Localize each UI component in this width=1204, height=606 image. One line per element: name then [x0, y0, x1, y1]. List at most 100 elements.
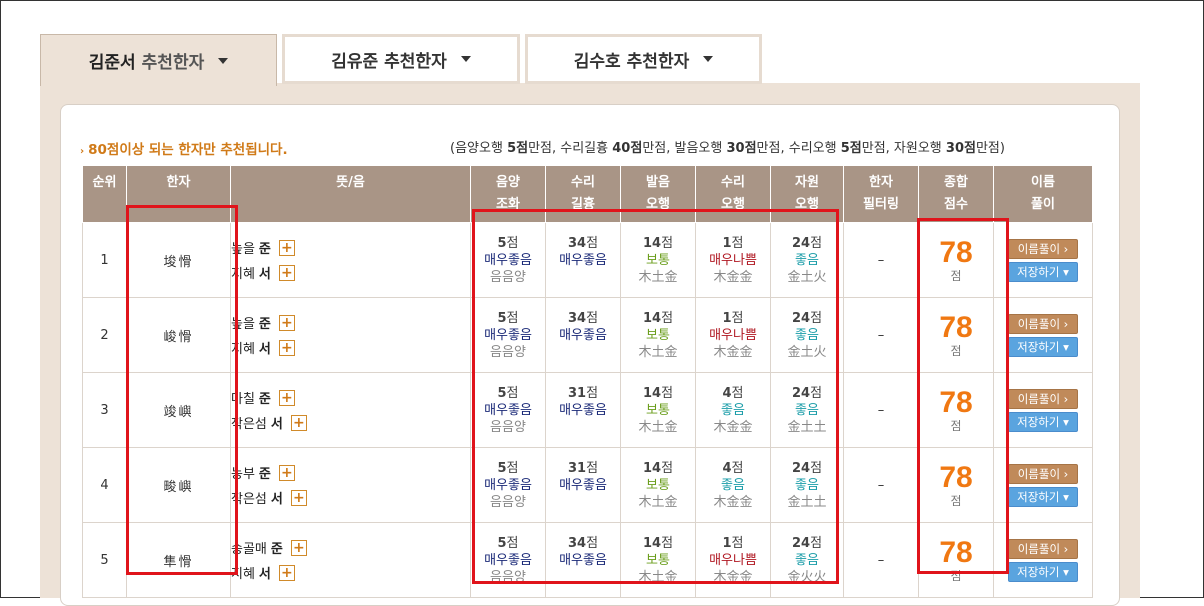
tab-kim-junseo[interactable]: 김준서 추천한자: [40, 34, 277, 86]
header-jawon-ohaeng: 자원 오행: [770, 166, 844, 223]
scoring-points: 30점: [945, 141, 976, 156]
grade-text: 매우좋음: [559, 402, 607, 418]
header-suri-gilhyung: 수리 길흉: [545, 166, 621, 223]
total-score: 78: [939, 236, 973, 269]
rank-value: 1: [100, 252, 109, 268]
grade-text: 보통: [646, 552, 670, 568]
tab-suffix: 추천한자: [384, 51, 447, 72]
suri-cell: 34점 매우좋음: [545, 522, 621, 598]
score-unit: 점: [950, 419, 962, 433]
sub-text: 음음양: [490, 344, 526, 360]
scoring-label: 자원오행: [893, 141, 946, 156]
suri-cell: 34점 매우좋음: [545, 222, 621, 298]
plus-icon[interactable]: +: [290, 414, 307, 431]
meaning-cell: 높을 준 + 지혜 서 +: [230, 222, 471, 298]
table-row: 1 埈愲 높을 준 + 지혜 서 + 5점 매우좋음 음음양 34점 매우좋음 14점 …: [82, 222, 1093, 298]
plus-icon[interactable]: +: [278, 464, 295, 481]
sub-text: 木土金: [638, 419, 678, 435]
sub-text: 木土金: [638, 494, 678, 510]
score-unit: 점: [950, 269, 962, 283]
meaning-line: 지혜 서 +: [231, 560, 470, 585]
header-total-score: 종합 점수: [918, 166, 994, 223]
table-header-row: 순위 한자 뜻/음 음양 조화 수리 길흉 발음 오행 수리 오행 자원 오행 한자 필터링…: [82, 166, 1093, 223]
meaning-line: 농부 준 +: [231, 460, 470, 485]
tab-kim-suho[interactable]: 김수호 추천한자: [525, 34, 762, 84]
rank-value: 2: [100, 327, 109, 343]
scoring-rest: 만점): [975, 141, 1005, 156]
header-rank: 순위: [82, 166, 127, 223]
hanja-cell: 竣嶼: [126, 372, 231, 448]
hanja-characters: 峻愲: [163, 329, 194, 345]
grade-text: 보통: [646, 327, 670, 343]
meaning-line: 마칠 준 +: [231, 385, 470, 410]
suri-ohaeng-cell: 4점 좋음 木金金: [695, 447, 771, 523]
actions-cell: 이름풀이 › 저장하기 ▾: [993, 372, 1093, 448]
header-baleum-ohaeng: 발음 오행: [620, 166, 696, 223]
suri-cell: 31점 매우좋음: [545, 372, 621, 448]
meaning-line: 지혜 서 +: [231, 260, 470, 285]
meaning-text: 농부 준: [231, 467, 271, 482]
hanja-cell: 峻愲: [126, 297, 231, 373]
filter-value: –: [877, 477, 885, 493]
chevron-down-icon: [703, 56, 714, 62]
header-suri-ohaeng: 수리 오행: [695, 166, 771, 223]
total-score: 78: [939, 461, 973, 494]
meaning-text: 마칠 준: [231, 392, 271, 407]
filter-cell: –: [843, 222, 919, 298]
sub-text: 木金金: [713, 269, 753, 285]
name-interpret-button[interactable]: 이름풀이 ›: [1008, 538, 1078, 559]
save-button[interactable]: 저장하기 ▾: [1008, 561, 1078, 582]
save-button[interactable]: 저장하기 ▾: [1008, 411, 1078, 432]
name-interpret-button[interactable]: 이름풀이 ›: [1008, 388, 1078, 409]
jawon-cell: 24점 좋음 金土土: [770, 372, 844, 448]
filter-cell: –: [843, 372, 919, 448]
grade-text: 매우나쁨: [709, 252, 757, 268]
name-interpret-button[interactable]: 이름풀이 ›: [1008, 238, 1078, 259]
meaning-text: 지혜 서: [231, 567, 271, 582]
header-eumyang: 음양 조화: [470, 166, 546, 223]
plus-icon[interactable]: +: [278, 564, 295, 581]
plus-icon[interactable]: +: [278, 264, 295, 281]
meaning-line: 송골매 준 +: [231, 535, 470, 560]
eumyang-cell: 5점 매우좋음 음음양: [470, 522, 546, 598]
scoring-label: 음양오행: [455, 141, 508, 156]
plus-icon[interactable]: +: [290, 489, 307, 506]
sub-text: 木土金: [638, 344, 678, 360]
grade-text: 좋음: [795, 552, 819, 568]
filter-cell: –: [843, 447, 919, 523]
sub-text: 木土金: [638, 269, 678, 285]
plus-icon[interactable]: +: [278, 339, 295, 356]
save-button[interactable]: 저장하기 ▾: [1008, 261, 1078, 282]
total-cell: 78 점: [918, 522, 994, 598]
grade-text: 매우좋음: [559, 552, 607, 568]
plus-icon[interactable]: +: [290, 539, 307, 556]
filter-value: –: [877, 327, 885, 343]
scoring-rest: 만점,: [756, 141, 789, 156]
tab-kim-yujun[interactable]: 김유준 추천한자: [282, 34, 520, 84]
suri-cell: 34점 매우좋음: [545, 297, 621, 373]
sub-text: 木金金: [713, 494, 753, 510]
rank-cell: 5: [82, 522, 127, 598]
plus-icon[interactable]: +: [278, 239, 295, 256]
hanja-cell: 埈愲: [126, 222, 231, 298]
save-button[interactable]: 저장하기 ▾: [1008, 486, 1078, 507]
save-button[interactable]: 저장하기 ▾: [1008, 336, 1078, 357]
suri-ohaeng-cell: 4점 좋음 木金金: [695, 372, 771, 448]
scoring-label: 발음오행: [674, 141, 727, 156]
name-interpret-button[interactable]: 이름풀이 ›: [1008, 313, 1078, 334]
total-score: 78: [939, 536, 973, 569]
plus-icon[interactable]: +: [278, 389, 295, 406]
meaning-text: 지혜 서: [231, 267, 271, 282]
chevron-down-icon: [218, 57, 229, 64]
scoring-points: 30점: [726, 141, 757, 156]
meaning-text: 작은섬 서: [231, 417, 283, 432]
name-interpret-button[interactable]: 이름풀이 ›: [1008, 463, 1078, 484]
rank-value: 4: [100, 477, 109, 493]
plus-icon[interactable]: +: [278, 314, 295, 331]
meaning-text: 작은섬 서: [231, 492, 283, 507]
baleum-cell: 14점 보통 木土金: [620, 222, 696, 298]
filter-value: –: [877, 552, 885, 568]
grade-text: 좋음: [795, 402, 819, 418]
grade-text: 좋음: [721, 402, 745, 418]
grade-text: 매우좋음: [484, 477, 532, 493]
